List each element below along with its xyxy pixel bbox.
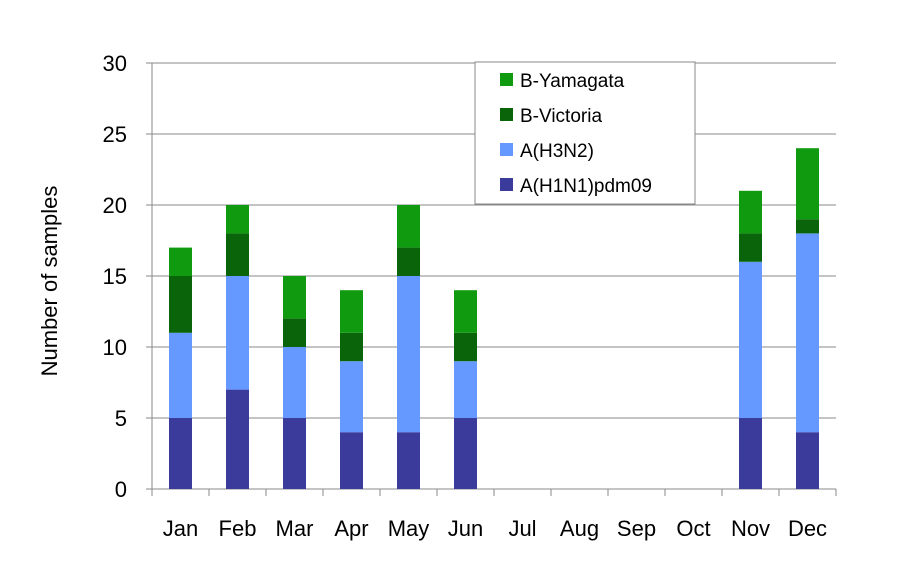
bar-segment	[226, 389, 249, 489]
y-tick-label: 10	[103, 335, 127, 360]
legend-swatch	[500, 73, 513, 86]
y-axis-label: Number of samples	[37, 186, 62, 377]
x-tick-label: Jan	[163, 516, 198, 541]
bar-segment	[226, 276, 249, 390]
bar-segment	[796, 432, 819, 489]
bar-segment	[340, 361, 363, 433]
y-tick-label: 20	[103, 193, 127, 218]
x-tick-label: Jun	[448, 516, 483, 541]
bar-segment	[739, 418, 762, 489]
bar-segment	[169, 276, 192, 333]
bar-segment	[283, 276, 306, 319]
tick-labels: 0 5 10 15 20 25 30 Jan Feb Mar Apr May Jun Jul Aug Sep O…	[103, 51, 828, 541]
bar-segment	[739, 233, 762, 262]
bar-segment	[283, 318, 306, 347]
x-tick-label: Apr	[334, 516, 368, 541]
x-tick-label: May	[388, 516, 430, 541]
x-tick-label: Dec	[788, 516, 827, 541]
bar-segment	[169, 418, 192, 489]
bar-segment	[397, 205, 420, 248]
bar-segment	[226, 233, 249, 276]
legend-swatch	[500, 108, 513, 121]
bar-segment	[796, 148, 819, 220]
legend-label: A(H1N1)pdm09	[520, 176, 652, 197]
legend-label: B-Victoria	[520, 106, 602, 127]
x-tick-label: Oct	[676, 516, 710, 541]
bar-segment	[340, 290, 363, 333]
bar-segment	[796, 219, 819, 234]
bar-segment	[340, 332, 363, 362]
bars	[169, 148, 819, 489]
y-tick-label: 0	[115, 477, 127, 502]
bar-segment	[454, 418, 477, 489]
axes	[146, 62, 837, 496]
bar-segment	[340, 432, 363, 489]
x-tick-label: Jul	[508, 516, 536, 541]
x-tick-label: Feb	[219, 516, 257, 541]
bar-segment	[283, 347, 306, 418]
x-tick-label: Nov	[731, 516, 770, 541]
bar-segment	[739, 261, 762, 418]
bar-segment	[454, 361, 477, 418]
y-tick-label: 15	[103, 264, 127, 289]
x-tick-label: Sep	[617, 516, 656, 541]
y-tick-label: 30	[103, 51, 127, 76]
legend-swatch	[500, 178, 513, 191]
bar-segment	[169, 332, 192, 418]
bar-segment	[454, 332, 477, 362]
y-tick-label: 25	[103, 122, 127, 147]
bar-segment	[397, 432, 420, 489]
bar-segment	[283, 418, 306, 489]
legend-label: A(H3N2)	[520, 141, 594, 162]
bar-segment	[796, 233, 819, 433]
bar-segment	[169, 247, 192, 276]
x-tick-label: Mar	[276, 516, 314, 541]
bar-segment	[397, 276, 420, 433]
bar-segment	[454, 290, 477, 333]
bar-segment	[397, 247, 420, 276]
y-tick-label: 5	[115, 406, 127, 431]
legend-swatch	[500, 143, 513, 156]
legend: B-Yamagata B-Victoria A(H3N2) A(H1N1)pdm09	[474, 61, 696, 205]
legend-label: B-Yamagata	[520, 71, 625, 92]
bar-segment	[226, 205, 249, 234]
x-tick-label: Aug	[560, 516, 599, 541]
bar-segment	[739, 190, 762, 234]
